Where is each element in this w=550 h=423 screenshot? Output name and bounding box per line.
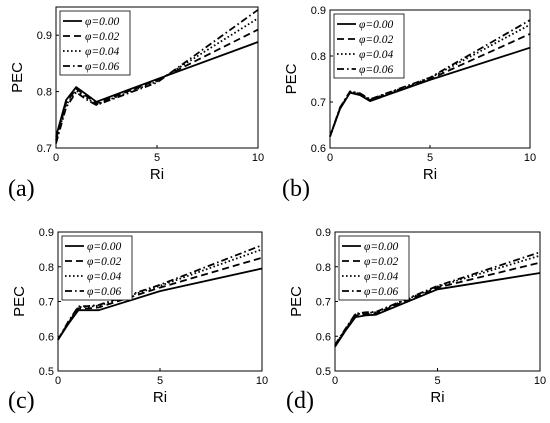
- legend-entry: φ=0.06: [359, 64, 393, 76]
- x-tick-label: 10: [524, 152, 536, 164]
- legend-entry: φ=0.00: [87, 241, 121, 253]
- x-tick-label: 0: [53, 152, 59, 164]
- y-tick-label: 0.9: [39, 227, 54, 239]
- y-axis-label: PEC: [9, 62, 26, 93]
- y-axis-label: PEC: [283, 63, 300, 94]
- y-tick-label: 0.9: [37, 30, 52, 42]
- x-tick-label: 0: [327, 152, 333, 164]
- y-axis-label: PEC: [288, 286, 305, 317]
- y-tick-label: 0.5: [39, 366, 54, 378]
- x-axis-label: Ri: [150, 166, 164, 183]
- legend-entry: φ=0.02: [87, 256, 121, 268]
- x-tick-label: 10: [256, 375, 268, 387]
- legend-entry: φ=0.06: [364, 286, 398, 298]
- y-tick-label: 0.5: [316, 366, 331, 378]
- legend: φ=0.00 φ=0.02 φ=0.04 φ=0.06: [59, 10, 131, 76]
- series-line-1: [55, 41, 259, 137]
- legend-entry: φ=0.02: [85, 31, 119, 43]
- chart-panel-3: 0 5 100.50.60.70.80.9RiPECφ=0.00φ=0.02φ=0.…: [8, 227, 268, 414]
- y-tick-label: 0.6: [39, 331, 54, 343]
- chart-panel-1: 0 5 100.70.80.9RiPECφ=0.00φ=0.02φ=0.04φ=0.…: [8, 6, 264, 202]
- panel-label: (c): [8, 388, 35, 414]
- panel-label: (a): [8, 176, 35, 202]
- y-tick-label: 0.7: [311, 97, 326, 109]
- legend: φ=0.00 φ=0.02 φ=0.04 φ=0.06: [338, 235, 410, 301]
- series-line-3: [334, 254, 541, 346]
- y-tick-label: 0.9: [316, 227, 331, 239]
- x-tick-label: 5: [434, 375, 440, 387]
- x-axis-label: Ri: [430, 389, 444, 406]
- legend: φ=0.00 φ=0.02 φ=0.04 φ=0.06: [333, 13, 405, 79]
- series-line-3: [55, 17, 259, 142]
- y-tick-label: 0.6: [311, 143, 326, 155]
- x-axis-label: Ri: [153, 389, 167, 406]
- x-tick-label: 5: [157, 375, 163, 387]
- panel-label: (b): [282, 176, 310, 202]
- series-line-2: [57, 256, 263, 341]
- legend-entry: φ=0.02: [359, 34, 393, 46]
- y-tick-label: 0.8: [37, 87, 52, 99]
- series-line-1: [57, 267, 263, 341]
- x-tick-label: 5: [427, 152, 433, 164]
- chart-panel-4: 0 5 100.50.60.70.80.9RiPECφ=0.00φ=0.02φ=0.…: [286, 227, 546, 414]
- series-line-4: [57, 244, 263, 341]
- series-line-4: [334, 251, 541, 346]
- x-tick-label: 10: [534, 375, 546, 387]
- x-tick-label: 0: [55, 375, 61, 387]
- series-line-2: [334, 261, 541, 347]
- panel-label: (d): [286, 388, 314, 414]
- y-tick-label: 0.8: [311, 51, 326, 63]
- y-tick-label: 0.7: [37, 143, 52, 155]
- legend-entry: φ=0.04: [87, 271, 121, 283]
- x-axis-label: Ri: [423, 166, 437, 183]
- legend-entry: φ=0.00: [85, 16, 119, 28]
- y-tick-label: 0.8: [39, 262, 54, 274]
- legend: φ=0.00 φ=0.02 φ=0.04 φ=0.06: [61, 235, 133, 301]
- y-tick-label: 0.7: [316, 297, 331, 309]
- y-tick-label: 0.6: [316, 331, 331, 343]
- x-tick-label: 5: [154, 152, 160, 164]
- legend-entry: φ=0.02: [364, 256, 398, 268]
- legend-entry: φ=0.06: [85, 61, 119, 73]
- y-tick-label: 0.8: [316, 262, 331, 274]
- x-tick-label: 10: [252, 152, 264, 164]
- series-line-1: [334, 272, 541, 348]
- series-line-2: [55, 28, 259, 140]
- legend-entry: φ=0.06: [87, 286, 121, 298]
- y-tick-label: 0.7: [39, 297, 54, 309]
- legend-entry: φ=0.04: [359, 49, 393, 61]
- legend-entry: φ=0.04: [364, 271, 398, 283]
- y-axis-label: PEC: [11, 286, 28, 317]
- legend-entry: φ=0.00: [364, 241, 398, 253]
- x-tick-label: 0: [332, 375, 338, 387]
- series-line-4: [329, 19, 531, 137]
- legend-entry: φ=0.04: [85, 46, 119, 58]
- y-tick-label: 0.9: [311, 5, 326, 17]
- legend-entry: φ=0.00: [359, 19, 393, 31]
- chart-panel-2: 0 5 100.60.70.80.9RiPECφ=0.00φ=0.02φ=0.04φ…: [282, 5, 536, 202]
